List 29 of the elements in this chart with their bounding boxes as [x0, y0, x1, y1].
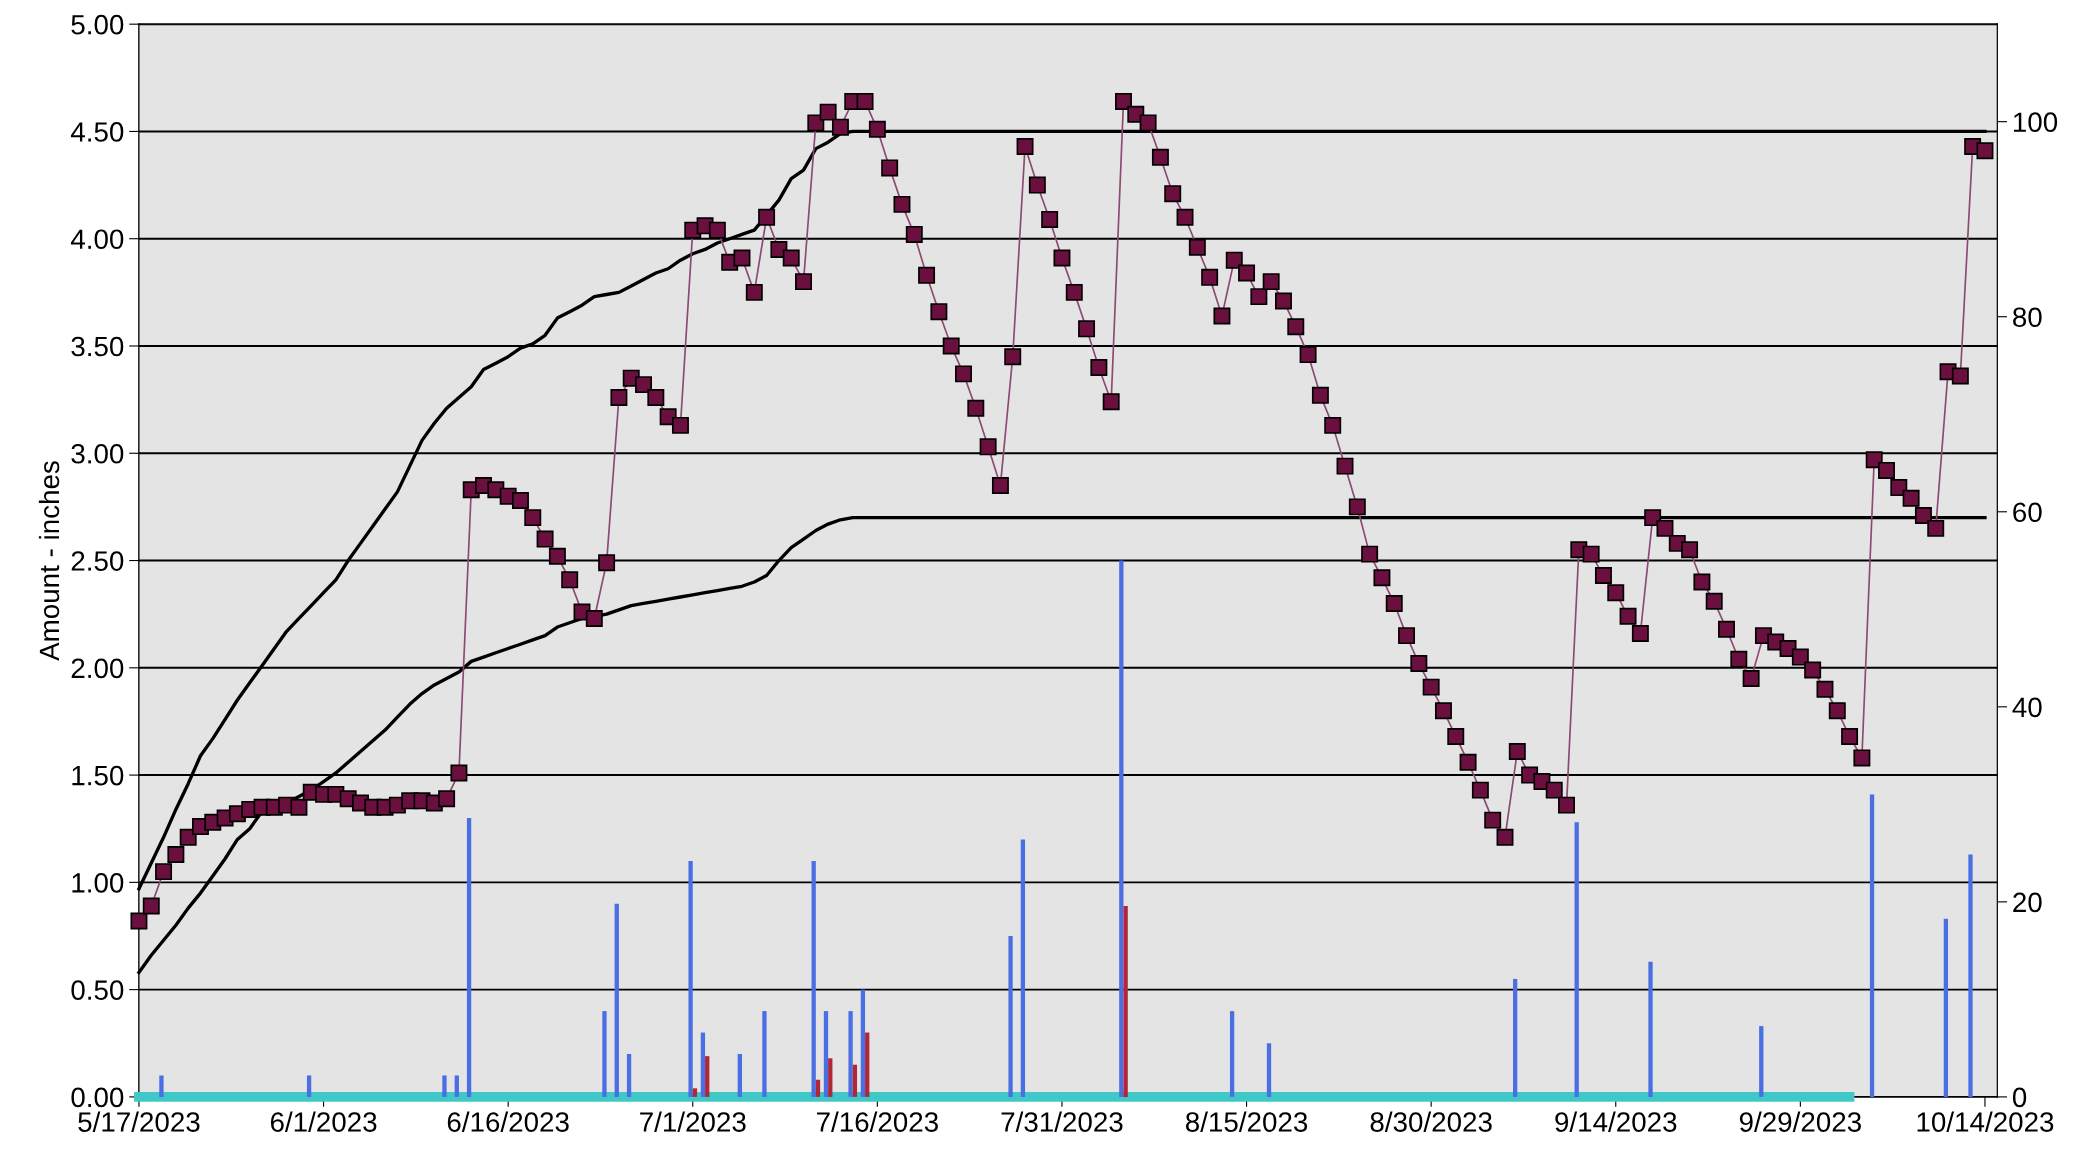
y-axis-title: Amount - inches	[38, 461, 60, 661]
y-tick-label: 2.50	[71, 551, 124, 571]
y-tick-label: 4.00	[70, 229, 124, 250]
x-tick-label: 10/14/2023	[1917, 1111, 2054, 1132]
y2-tick-label: 0	[2012, 1087, 2027, 1108]
y2-tick-label: 60	[2013, 502, 2042, 523]
y-tick-label: 1.50	[72, 765, 124, 786]
x-tick-label: 8/30/2023	[1370, 1111, 1492, 1132]
y-tick-label: 4.50	[70, 122, 124, 142]
x-tick-label: 9/29/2023	[1739, 1111, 1861, 1132]
y2-tick-label: 80	[2013, 307, 2042, 328]
x-tick-label: 6/1/2023	[270, 1111, 377, 1132]
y-tick-label: 0.00	[71, 1087, 124, 1108]
x-tick-label: 6/16/2023	[447, 1111, 569, 1132]
y2-tick-label: 40	[2012, 697, 2042, 718]
x-tick-label: 7/1/2023	[640, 1111, 746, 1132]
y-tick-label: 5.00	[71, 14, 124, 35]
y-tick-label: 2.00	[71, 658, 124, 679]
x-tick-label: 8/15/2023	[1185, 1111, 1308, 1132]
y2-tick-label: 100	[2013, 112, 2058, 133]
y-tick-label: 3.00	[71, 443, 124, 464]
y2-tick-label: 20	[2013, 892, 2042, 913]
y-tick-label: 3.50	[71, 336, 124, 357]
x-tick-label: 9/14/2023	[1555, 1111, 1677, 1132]
y-tick-label: 0.50	[71, 980, 124, 1000]
x-tick-label: 7/16/2023	[817, 1111, 938, 1132]
x-tick-label: 7/31/2023	[1001, 1111, 1123, 1132]
x-tick-label: 5/17/2023	[78, 1111, 200, 1132]
y-tick-label: 1.00	[72, 873, 124, 893]
